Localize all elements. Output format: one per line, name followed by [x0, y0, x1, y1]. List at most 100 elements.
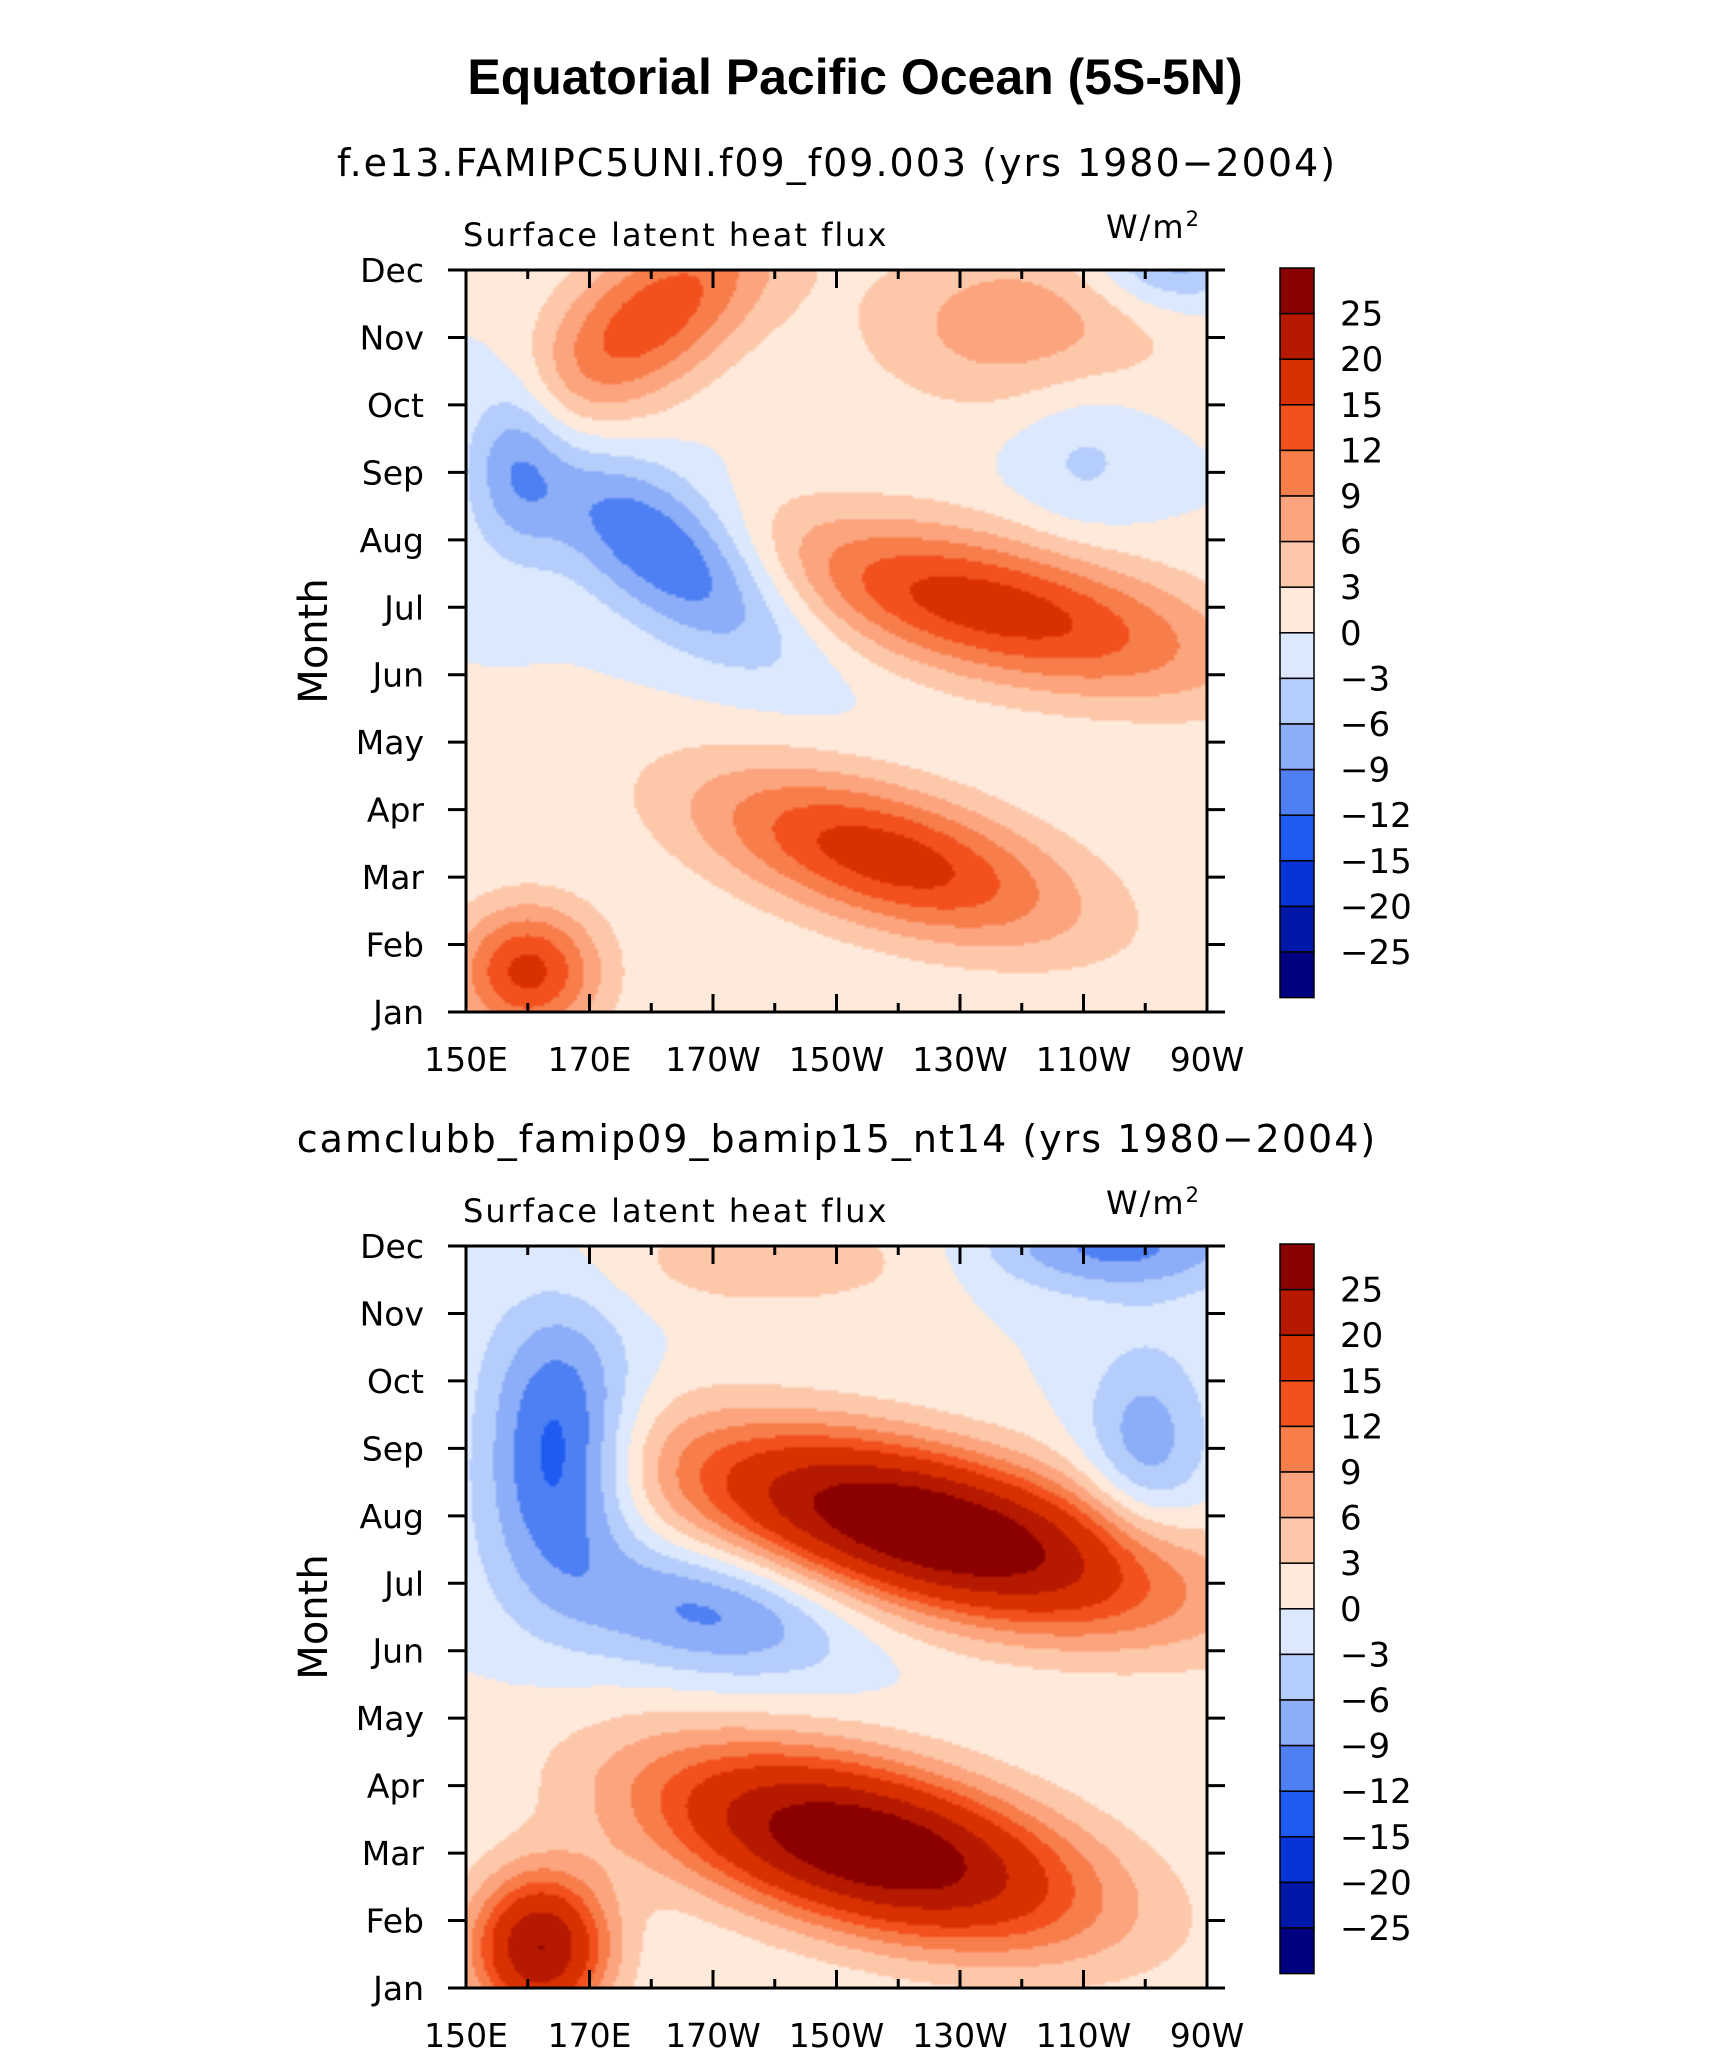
x-tick-label: 130W [912, 1040, 1008, 1079]
colorbar-label: −9 [1340, 1727, 1390, 1767]
colorbar-box [1279, 1653, 1315, 1701]
panel-bottom: camclubb_famip09_bamip15_nt14 (yrs 1980−… [291, 1117, 1412, 2055]
colorbar-box [1279, 1380, 1315, 1428]
colorbar-label: 15 [1340, 386, 1383, 426]
colorbar-label: −3 [1340, 659, 1390, 699]
y-tick-label: Jan [371, 993, 424, 1032]
axis-ticks: 150E 170E 170W 150W 130W 110W 90W Jan Feb Mar Apr M… [356, 1227, 1245, 2055]
colorbar-box [1279, 860, 1315, 908]
y-tick-label: Aug [360, 521, 424, 560]
y-tick-label: Mar [362, 858, 425, 897]
x-tick-label: 130W [912, 2016, 1008, 2055]
colorbar-box [1279, 768, 1315, 816]
y-tick-label: Jun [370, 656, 424, 695]
colorbar-label: −20 [1340, 1863, 1412, 1903]
colorbar: 25 20 15 12 9 6 3 0 −3 −6 −9 −12 −15 −20 −25 [1279, 267, 1412, 999]
colorbar-label: −12 [1340, 1772, 1412, 1812]
colorbar-label: 9 [1340, 477, 1362, 517]
colorbar-box [1279, 1699, 1315, 1747]
panel-subtitle: camclubb_famip09_bamip15_nt14 (yrs 1980−… [297, 1117, 1377, 1161]
y-tick-label: Nov [360, 1294, 424, 1333]
x-tick-label: 170E [548, 2016, 632, 2055]
y-tick-label: Feb [366, 1902, 424, 1941]
colorbar-box [1279, 1881, 1315, 1929]
y-tick-label: Oct [367, 1362, 424, 1401]
colorbar-label: −9 [1340, 751, 1390, 791]
axis-ticks: 150E 170E 170W 150W 130W 110W 90W Jan Feb Mar Apr M… [356, 251, 1245, 1079]
x-tick-label: 110W [1036, 2016, 1132, 2055]
colorbar-label: 12 [1340, 1407, 1383, 1447]
colorbar-box [1279, 1334, 1315, 1382]
colorbar-box [1279, 1243, 1315, 1291]
x-tick-label: 150W [789, 1040, 885, 1079]
colorbar-box [1279, 723, 1315, 771]
colorbar-box [1279, 1608, 1315, 1656]
colorbar-box [1279, 1790, 1315, 1838]
y-tick-label: Oct [367, 386, 424, 425]
variable-label: Surface latent heat flux [463, 1192, 888, 1230]
y-tick-label: Apr [367, 1767, 425, 1806]
colorbar-box [1279, 449, 1315, 497]
y-axis-title: Month [291, 578, 337, 703]
colorbar-label: −3 [1340, 1635, 1390, 1675]
colorbar-label: −6 [1340, 1681, 1390, 1721]
x-tick-label: 110W [1036, 1040, 1132, 1079]
colorbar-box [1279, 312, 1315, 360]
x-tick-label: 170W [665, 1040, 761, 1079]
colorbar-box [1279, 1471, 1315, 1519]
colorbar-box [1279, 677, 1315, 725]
colorbar-label: 0 [1340, 614, 1362, 654]
y-tick-label: Dec [360, 1227, 424, 1266]
colorbar-label: 12 [1340, 431, 1383, 471]
colorbar-label: −20 [1340, 887, 1412, 927]
y-tick-label: Nov [360, 318, 424, 357]
y-tick-label: Mar [362, 1834, 425, 1873]
colorbar-box [1279, 905, 1315, 953]
y-tick-label: Aug [360, 1497, 424, 1536]
colorbar-box [1279, 1836, 1315, 1884]
x-tick-label: 90W [1170, 1040, 1245, 1079]
colorbar-label: −6 [1340, 705, 1390, 745]
heatmap-field [466, 1246, 1207, 1988]
colorbar-box [1279, 814, 1315, 862]
colorbar-box [1279, 1744, 1315, 1792]
x-tick-label: 170W [665, 2016, 761, 2055]
y-tick-label: May [356, 1699, 424, 1738]
colorbar-label: 6 [1340, 1499, 1362, 1539]
panel-top: f.e13.FAMIPC5UNI.f09_f09.003 (yrs 1980−2… [291, 141, 1412, 1079]
colorbar-box [1279, 1562, 1315, 1610]
y-tick-label: May [356, 723, 424, 762]
colorbar-label: −25 [1340, 1909, 1412, 1949]
units-label: W/m2 [1106, 207, 1201, 246]
colorbar-box [1279, 358, 1315, 406]
colorbar-label: −15 [1340, 842, 1412, 882]
colorbar-box [1279, 632, 1315, 680]
variable-label: Surface latent heat flux [463, 216, 888, 254]
y-tick-label: Sep [362, 1429, 424, 1468]
figure-title: Equatorial Pacific Ocean (5S-5N) [467, 49, 1242, 105]
colorbar-box [1279, 951, 1315, 999]
colorbar-label: 25 [1340, 295, 1383, 335]
colorbar-label: 20 [1340, 1316, 1383, 1356]
colorbar-label: 9 [1340, 1453, 1362, 1493]
y-axis-title: Month [291, 1554, 337, 1679]
colorbar-box [1279, 1425, 1315, 1473]
units-label: W/m2 [1106, 1183, 1201, 1222]
colorbar-label: −25 [1340, 933, 1412, 973]
colorbar-label: 15 [1340, 1362, 1383, 1402]
x-tick-label: 170E [548, 1040, 632, 1079]
colorbar-box [1279, 1516, 1315, 1564]
colorbar-box [1279, 267, 1315, 315]
colorbar-label: −12 [1340, 796, 1412, 836]
colorbar-box [1279, 540, 1315, 588]
heatmap-field [466, 270, 1207, 1012]
colorbar-label: 25 [1340, 1271, 1383, 1311]
colorbar-label: 3 [1340, 568, 1362, 608]
colorbar-label: 6 [1340, 523, 1362, 563]
y-tick-label: Jul [382, 1564, 424, 1603]
colorbar-box [1279, 586, 1315, 634]
y-tick-label: Dec [360, 251, 424, 290]
colorbar-label: 20 [1340, 340, 1383, 380]
y-tick-label: Sep [362, 453, 424, 492]
